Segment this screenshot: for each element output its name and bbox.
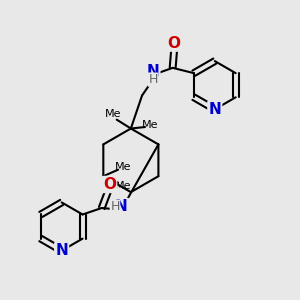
Text: Me: Me	[142, 120, 158, 130]
Text: O: O	[103, 177, 116, 192]
Text: N: N	[208, 102, 221, 117]
Text: O: O	[168, 36, 181, 51]
Text: N: N	[55, 243, 68, 258]
Text: N: N	[147, 64, 159, 79]
Text: Me: Me	[115, 162, 132, 172]
Text: Me: Me	[105, 110, 122, 119]
Text: H: H	[110, 200, 120, 213]
Text: H: H	[148, 73, 158, 86]
Text: Me: Me	[115, 181, 132, 190]
Text: N: N	[115, 199, 128, 214]
